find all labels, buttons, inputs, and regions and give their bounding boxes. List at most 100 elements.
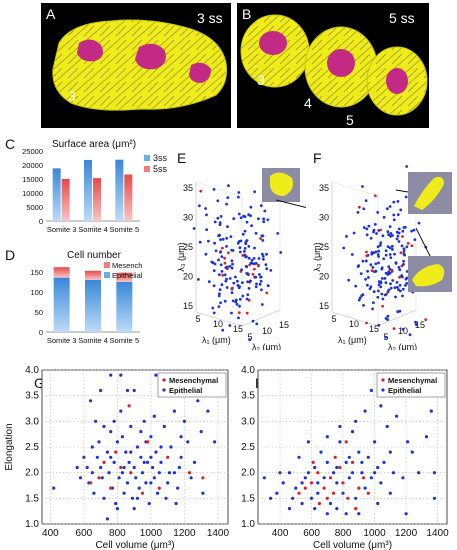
- point-epithelial: [214, 249, 218, 253]
- y-tick-label: 3.0: [241, 416, 255, 427]
- point-epithelial: [149, 435, 153, 439]
- point-epithelial: [238, 246, 242, 249]
- point-epithelial: [266, 218, 270, 222]
- panel-letter-c: C: [5, 136, 16, 152]
- point-mesenchymal: [157, 486, 161, 490]
- y-tick-label: 10: [398, 326, 408, 336]
- legend-label-Mesench: Mesench: [112, 261, 142, 270]
- point-epithelial: [360, 471, 364, 475]
- point-epithelial: [384, 271, 388, 275]
- point-epithelial: [149, 455, 153, 459]
- x-axis-label: λ₁ (μm): [338, 335, 367, 345]
- point-epithelial: [350, 471, 355, 475]
- panel-letter-b: B: [242, 6, 252, 22]
- point-epithelial: [357, 450, 361, 454]
- point-epithelial: [366, 455, 370, 459]
- point-epithelial: [377, 261, 380, 265]
- y-tick-label: 15000: [22, 175, 43, 184]
- point-epithelial: [383, 293, 387, 297]
- point-epithelial: [405, 245, 409, 249]
- point-epithelial: [361, 185, 364, 188]
- x-tick-label: 1400: [207, 528, 230, 539]
- point-epithelial: [417, 471, 421, 475]
- point-epithelial: [372, 290, 376, 294]
- point-epithelial: [112, 419, 116, 423]
- point-epithelial: [379, 241, 383, 245]
- x-tick-label: 15: [233, 324, 243, 334]
- point-epithelial: [124, 450, 128, 454]
- point-epithelial: [332, 471, 336, 475]
- point-epithelial: [365, 227, 369, 231]
- point-epithelial: [388, 246, 392, 250]
- z-tick-label: 30: [319, 213, 329, 223]
- point-epithelial: [352, 231, 356, 235]
- point-epithelial: [260, 252, 264, 256]
- point-epithelial: [237, 316, 240, 320]
- point-epithelial: [132, 465, 136, 470]
- point-epithelial: [100, 476, 104, 480]
- point-mesenchymal: [341, 481, 345, 485]
- y-tick-label: 2.5: [241, 442, 255, 453]
- y-tick-label: 50: [35, 308, 43, 317]
- x-tick-label: 600: [303, 528, 320, 539]
- y-tick-label: 100: [30, 288, 43, 297]
- panel-letter-e: E: [177, 150, 187, 166]
- point-epithelial: [151, 465, 155, 470]
- point-mesenchymal: [365, 321, 368, 325]
- point-mesenchymal: [365, 250, 368, 254]
- point-epithelial: [387, 233, 390, 237]
- point-epithelial: [389, 286, 393, 290]
- somite-label-b-4: 4: [304, 95, 312, 111]
- point-epithelial: [247, 213, 251, 217]
- y-tick-label: 10000: [22, 189, 43, 198]
- point-epithelial: [174, 501, 178, 506]
- point-epithelial: [344, 512, 348, 516]
- z-tick-label: 20: [183, 272, 193, 282]
- point-epithelial: [347, 476, 351, 480]
- legend-marker-mesenchymal: [381, 378, 385, 382]
- point-epithelial: [52, 486, 56, 490]
- point-epithelial: [115, 507, 119, 511]
- point-epithelial: [247, 287, 251, 290]
- point-mesenchymal: [379, 228, 382, 232]
- point-mesenchymal: [370, 269, 374, 272]
- legend-box: [376, 372, 446, 398]
- point-epithelial: [406, 440, 410, 444]
- point-epithelial: [335, 507, 339, 511]
- point-epithelial: [373, 471, 377, 475]
- panel-letter-a: A: [46, 6, 56, 22]
- point-mesenchymal: [401, 235, 404, 238]
- point-epithelial: [347, 278, 351, 282]
- z-tick-label: 35: [319, 183, 329, 193]
- point-epithelial: [119, 409, 123, 413]
- point-epithelial: [229, 235, 233, 238]
- elongation-vs-volume-g: 1.0 1.5 2.0 2.5 3.0 3.5 4.0 400 600 800 1000 1200 14…: [4, 365, 230, 550]
- box-edge: [331, 181, 379, 197]
- point-epithelial: [239, 239, 243, 243]
- point-epithelial: [258, 282, 262, 286]
- legend-box: [157, 372, 227, 398]
- point-epithelial: [142, 419, 146, 423]
- point-epithelial: [344, 460, 348, 464]
- point-epithelial: [335, 465, 339, 470]
- point-epithelial: [197, 278, 200, 281]
- point-epithelial: [177, 465, 181, 470]
- x-tick-label: 800: [109, 528, 126, 539]
- point-epithelial: [238, 297, 242, 301]
- point-epithelial: [228, 324, 232, 327]
- point-epithelial: [234, 275, 237, 279]
- point-epithelial: [201, 491, 205, 495]
- point-mesenchymal: [140, 491, 145, 495]
- point-epithelial: [137, 486, 141, 490]
- point-epithelial: [245, 220, 249, 224]
- x-tick-label: 5: [331, 314, 336, 324]
- point-epithelial: [213, 220, 217, 224]
- elongation-vs-volume-h: 1.0 1.5 2.0 2.5 3.0 3.5 4.0 400 600 800 1000 1200 14…: [241, 365, 449, 550]
- x-tick-label: 10: [213, 319, 223, 329]
- y-tick-label: 10: [262, 326, 272, 336]
- image-panel-b: B 5 ss 3 4 5: [237, 3, 429, 128]
- point-mesenchymal: [223, 256, 226, 260]
- point-epithelial: [176, 486, 180, 490]
- point-epithelial: [402, 252, 406, 256]
